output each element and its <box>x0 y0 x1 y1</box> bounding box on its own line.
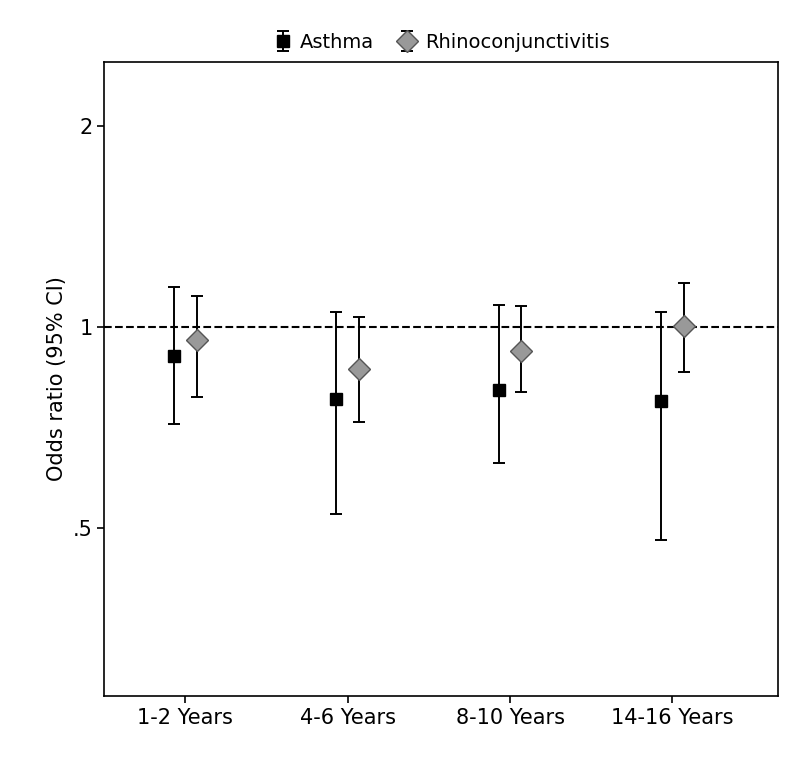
Y-axis label: Odds ratio (95% CI): Odds ratio (95% CI) <box>47 276 67 482</box>
Legend: Asthma, Rhinoconjunctivitis: Asthma, Rhinoconjunctivitis <box>267 27 615 58</box>
